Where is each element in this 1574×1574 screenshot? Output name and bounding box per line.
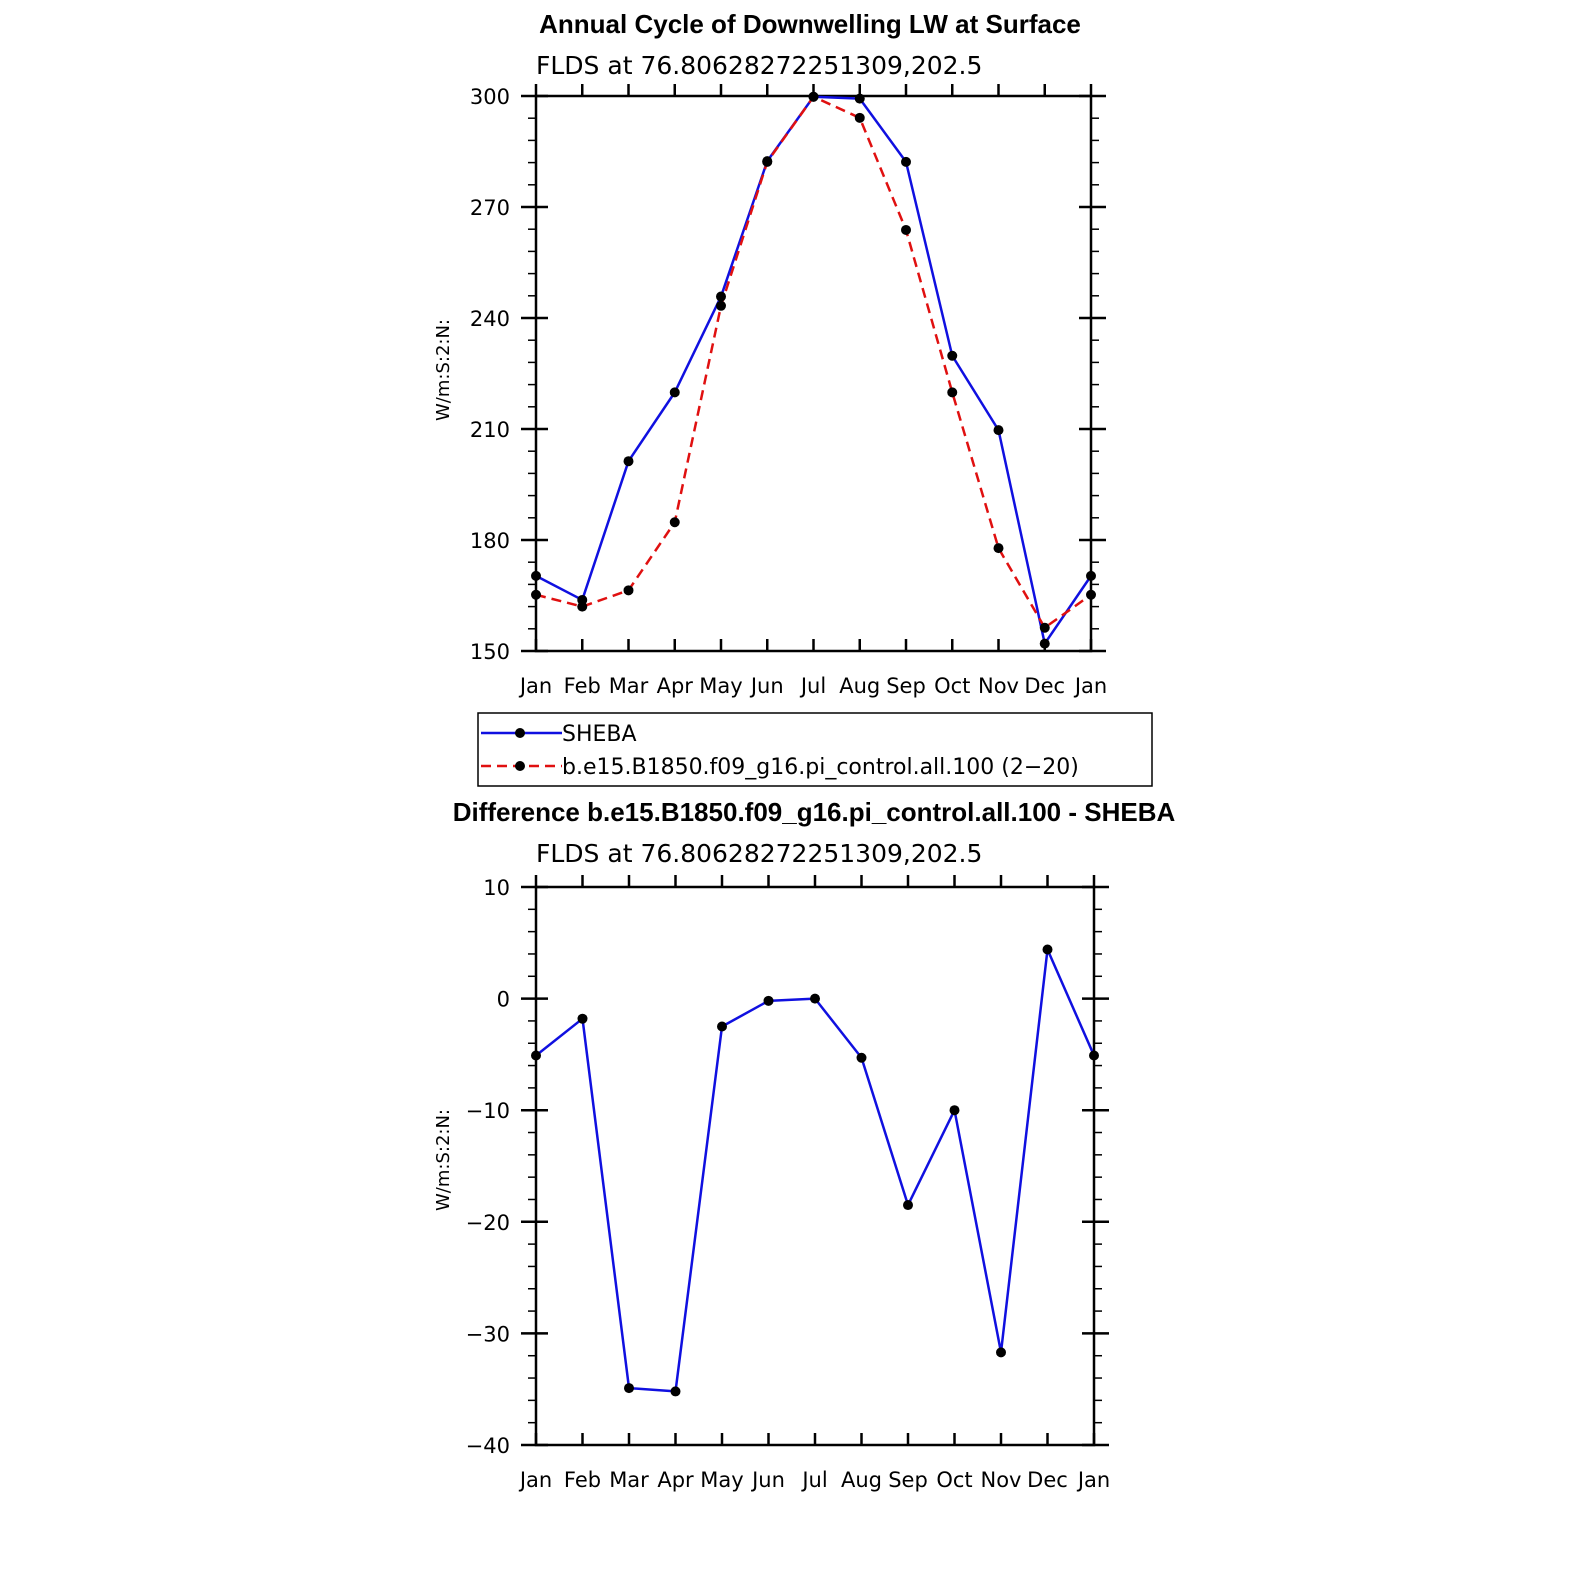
top-chart-y-tick-label: 210 (470, 418, 510, 442)
bottom-chart-series-line-0 (535, 948, 1096, 1393)
bottom-chart-x-tick-label: Jan (1076, 1468, 1110, 1492)
bottom-chart-data-point (577, 1013, 588, 1024)
top-chart-data-point (808, 91, 819, 102)
bottom-chart-subtitle: FLDS at 76.80628272251309,202.5 (536, 839, 982, 868)
top-chart-data-point (531, 570, 541, 581)
top-chart-y-tick-label: 270 (470, 196, 510, 220)
top-chart-x-tick-label: Jun (749, 674, 784, 698)
bottom-chart-data-point (763, 995, 774, 1006)
top-chart-x-tick-label: Jul (799, 674, 826, 698)
top-chart-data-point (531, 589, 541, 600)
top-chart-data-point (716, 291, 726, 302)
bottom-chart-x-tick-label: Jun (750, 1468, 785, 1492)
top-chart-series-line-0 (535, 95, 1093, 645)
bottom-chart-y-tick-label: 10 (483, 876, 510, 900)
bottom-chart-y-tick-label: 0 (497, 988, 510, 1012)
bottom-chart-data-point (996, 1347, 1006, 1358)
legend-model-marker (515, 761, 525, 771)
top-chart-y-tick-label: 180 (470, 529, 510, 553)
top-chart-data-point (947, 350, 958, 361)
top-chart-data-point (669, 517, 680, 528)
bottom-chart-x-tick-label: May (700, 1468, 743, 1492)
top-chart-data-point (1086, 589, 1096, 600)
top-chart-frame (534, 94, 1093, 653)
top-chart-y-axis-label: W/m:S:2:N: (433, 319, 454, 421)
top-chart-data-point (623, 456, 634, 467)
bottom-plot-area: Jan Feb Mar Apr May Jun Jul Aug Sep Oct Nov Dec Jan−… (466, 875, 1110, 1492)
legend: SHEBA b.e15.B1850.f09_g16.pi_control.all… (477, 712, 1153, 787)
bottom-chart-data-point (856, 1052, 867, 1063)
top-chart-data-point (993, 543, 1004, 554)
bottom-chart-data-point (717, 1021, 727, 1032)
top-chart-x-tick-label: May (699, 674, 742, 698)
bottom-chart-y-tick-label: −10 (466, 1099, 510, 1123)
bottom-chart-title: Difference b.e15.B1850.f09_g16.pi_contro… (453, 797, 1176, 827)
bottom-chart-x-tick-label: Aug (841, 1468, 882, 1492)
top-chart-data-point (669, 387, 680, 398)
top-chart-data-point (1039, 638, 1050, 649)
top-chart-x-tick-label: Oct (934, 674, 970, 698)
top-chart-data-point (854, 93, 865, 104)
top-chart-data-point (993, 425, 1004, 436)
bottom-chart-x-tick-label: Jul (800, 1468, 827, 1492)
top-chart-data-point (623, 585, 634, 596)
top-chart-x-tick-label: Sep (886, 674, 926, 698)
legend-label-model: b.e15.B1850.f09_g16.pi_control.all.100 (… (562, 755, 1079, 780)
top-chart-x-tick-label: Apr (657, 674, 694, 698)
top-chart-data-point (901, 156, 911, 167)
top-chart-x-tick-label: Dec (1024, 674, 1065, 698)
top-chart-data-point (854, 112, 865, 123)
bottom-chart-x-tick-label: Nov (981, 1468, 1022, 1492)
bottom-chart-data-point (949, 1105, 960, 1116)
bottom-chart-y-tick-label: −20 (466, 1211, 510, 1235)
bottom-chart-x-tick-label: Oct (936, 1468, 972, 1492)
bottom-chart-data-point (1042, 944, 1053, 955)
bottom-chart-data-point (903, 1200, 913, 1211)
top-chart-y-tick-label: 300 (470, 85, 510, 109)
top-chart-data-point (1039, 622, 1050, 633)
bottom-chart-data-point (624, 1383, 634, 1394)
bottom-chart-y-axis-label: W/m:S:2:N: (433, 1109, 454, 1211)
top-chart-x-tick-label: Aug (839, 674, 880, 698)
top-chart-y-tick-label: 150 (470, 640, 510, 664)
top-chart-data-point (947, 387, 958, 398)
top-plot-area: Jan Feb Mar Apr May Jun Jul Aug Sep Oct Nov Dec Jan 1… (470, 84, 1107, 698)
legend-label-sheba: SHEBA (562, 722, 637, 747)
bottom-chart-data-point (810, 993, 820, 1004)
bottom-chart-y-tick-label: −40 (466, 1434, 510, 1458)
bottom-chart-data-point (1089, 1050, 1099, 1061)
top-chart-data-point (901, 224, 911, 235)
bottom-chart-x-tick-label: Feb (564, 1468, 601, 1492)
bottom-chart-x-tick-label: Dec (1027, 1468, 1068, 1492)
top-chart-title: Annual Cycle of Downwelling LW at Surfac… (539, 9, 1081, 39)
top-chart-x-tick-label: Feb (564, 674, 601, 698)
top-chart-data-point (1086, 570, 1096, 581)
legend-box (477, 712, 1153, 787)
bottom-chart-y-tick-label: −30 (466, 1322, 510, 1346)
bottom-chart-x-tick-label: Sep (888, 1468, 928, 1492)
top-chart-x-tick-label: Jan (518, 674, 552, 698)
top-chart-x-tick-label: Nov (978, 674, 1019, 698)
top-chart-data-point (762, 156, 773, 167)
bottom-chart-x-tick-label: Jan (518, 1468, 552, 1492)
bottom-chart-data-point (670, 1386, 681, 1397)
bottom-chart-x-tick-label: Mar (609, 1468, 649, 1492)
bottom-chart-data-point (531, 1050, 541, 1061)
top-chart-y-tick-label: 240 (470, 307, 510, 331)
top-chart-subtitle: FLDS at 76.80628272251309,202.5 (536, 51, 982, 80)
top-chart-data-point (716, 300, 726, 311)
top-chart-data-point (577, 601, 588, 612)
top-chart-x-tick-label: Jan (1073, 674, 1107, 698)
bottom-chart-frame (534, 885, 1096, 1447)
bottom-chart-x-tick-label: Apr (657, 1468, 694, 1492)
top-chart-x-tick-label: Mar (609, 674, 649, 698)
top-chart-series-line-1 (535, 95, 1092, 629)
legend-sheba-marker (515, 728, 525, 738)
